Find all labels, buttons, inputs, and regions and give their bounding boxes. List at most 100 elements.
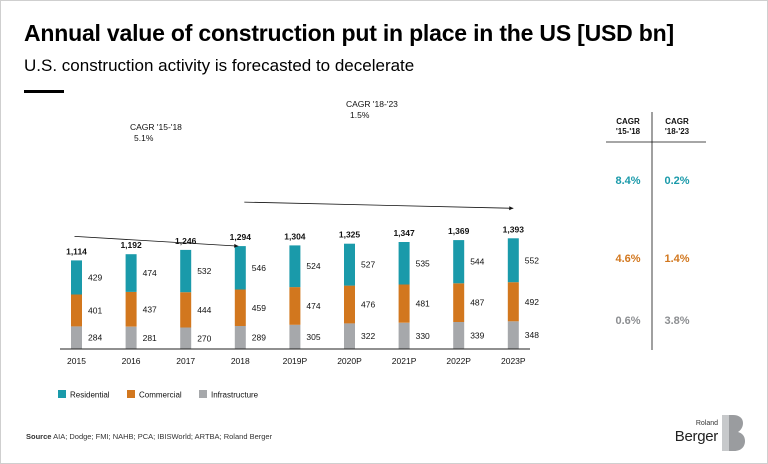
bar-residential-2023P	[507, 238, 519, 283]
bar-infrastructure-2015	[71, 326, 82, 349]
data-label-commercial-2021P: 481	[416, 299, 430, 309]
data-label-residential-2021P: 535	[416, 258, 430, 268]
data-label-commercial-2019P: 474	[306, 301, 320, 311]
bar-residential-2021P	[398, 242, 410, 285]
bar-commercial-2022P	[453, 283, 465, 322]
total-label-2022P: 1,369	[448, 226, 470, 236]
title-underline	[24, 90, 64, 93]
bar-commercial-2019P	[289, 287, 301, 325]
total-label-2015: 1,114	[66, 246, 87, 256]
bar-residential-2017	[180, 249, 192, 293]
x-tick-label-2023P: 2023P	[501, 356, 526, 366]
bar-infrastructure-2017	[180, 327, 192, 349]
data-label-residential-2017: 532	[197, 266, 211, 276]
legend-label-infrastructure: Infrastructure	[211, 391, 259, 400]
bar-infrastructure-2016	[125, 326, 137, 349]
data-label-residential-2023P: 552	[525, 255, 539, 265]
data-label-residential-2020P: 527	[361, 260, 375, 270]
cagr-annotation-label-1: CAGR '15-'18	[130, 122, 182, 132]
data-label-residential-2015: 429	[88, 273, 102, 283]
bar-infrastructure-2022P	[453, 322, 465, 349]
bar-commercial-2017	[180, 292, 192, 328]
cagr-annotation-value-1: 5.1%	[134, 133, 154, 143]
data-label-infrastructure-2020P: 322	[361, 331, 375, 341]
cagr-annotation-label-2: CAGR '18-'23	[346, 99, 398, 109]
x-tick-label-2016: 2016	[122, 356, 141, 366]
cagr-table-residential-18-23: 0.2%	[664, 175, 689, 187]
chart-subtitle: U.S. construction activity is forecasted…	[24, 56, 415, 75]
bar-commercial-2015	[71, 294, 82, 327]
cagr-table-commercial-15-18: 4.6%	[615, 253, 640, 265]
logo-text-roland: Roland	[695, 420, 718, 427]
bar-residential-2019P	[289, 245, 301, 288]
bar-residential-2022P	[453, 240, 465, 284]
bar-infrastructure-2018	[234, 326, 246, 349]
bar-infrastructure-2019P	[289, 324, 301, 349]
data-label-residential-2018: 546	[252, 263, 266, 273]
data-label-infrastructure-2017: 270	[197, 333, 211, 343]
data-label-infrastructure-2022P: 339	[470, 331, 484, 341]
bar-residential-2016	[125, 254, 137, 292]
cagr-table-header-1-line-1: CAGR	[616, 117, 640, 126]
roland-berger-logo: Roland Berger	[668, 414, 748, 452]
total-label-2020P: 1,325	[339, 230, 361, 240]
bar-commercial-2018	[234, 289, 246, 326]
cagr-table-header-2-line-1: CAGR	[665, 117, 689, 126]
legend-swatch-commercial	[127, 390, 135, 398]
bar-infrastructure-2021P	[398, 322, 410, 349]
data-label-residential-2022P: 544	[470, 257, 484, 267]
x-tick-label-2019P: 2019P	[283, 356, 308, 366]
total-label-2018: 1,294	[230, 232, 252, 242]
logo-b-icon	[722, 415, 745, 451]
x-tick-label-2020P: 2020P	[337, 356, 362, 366]
data-label-commercial-2015: 401	[88, 306, 102, 316]
cagr-arrow-line-1	[74, 236, 239, 247]
cagr-table-header-1-line-2: '15-'18	[616, 127, 641, 136]
source-label: Source	[26, 432, 52, 441]
bar-commercial-2020P	[344, 285, 355, 324]
data-label-infrastructure-2023P: 348	[525, 330, 539, 340]
data-label-commercial-2018: 459	[252, 303, 266, 313]
data-label-commercial-2016: 437	[143, 304, 157, 314]
bar-residential-2020P	[344, 243, 355, 286]
data-label-residential-2019P: 524	[306, 261, 320, 271]
cagr-table-commercial-18-23: 1.4%	[664, 253, 689, 265]
x-tick-label-2017: 2017	[176, 356, 195, 366]
total-label-2023P: 1,393	[503, 224, 525, 234]
data-label-infrastructure-2018: 289	[252, 333, 266, 343]
data-label-residential-2016: 474	[143, 268, 157, 278]
bar-commercial-2023P	[507, 282, 519, 322]
cagr-arrow-head-2	[509, 206, 514, 211]
legend-swatch-infrastructure	[199, 390, 207, 398]
total-label-2021P: 1,347	[393, 228, 415, 238]
data-label-infrastructure-2021P: 330	[416, 331, 430, 341]
source-note: Source AIA; Dodge; FMI; NAHB; PCA; IBISW…	[26, 432, 272, 441]
legend-swatch-residential	[58, 390, 66, 398]
total-label-2016: 1,192	[120, 240, 142, 250]
total-label-2019P: 1,304	[284, 231, 306, 241]
x-tick-label-2022P: 2022P	[446, 356, 471, 366]
data-label-commercial-2023P: 492	[525, 297, 539, 307]
x-tick-label-2015: 2015	[67, 356, 86, 366]
bar-commercial-2021P	[398, 284, 410, 323]
logo-text-berger: Berger	[674, 428, 719, 445]
source-text: AIA; Dodge; FMI; NAHB; PCA; IBISWorld; A…	[53, 432, 273, 441]
bar-infrastructure-2023P	[507, 321, 519, 349]
x-tick-label-2021P: 2021P	[392, 356, 417, 366]
cagr-annotation-value-2: 1.5%	[350, 110, 370, 120]
data-label-infrastructure-2016: 281	[143, 333, 157, 343]
bar-infrastructure-2020P	[344, 323, 355, 349]
legend-label-commercial: Commercial	[139, 391, 182, 400]
cagr-arrow-head-1	[234, 243, 239, 248]
data-label-commercial-2017: 444	[197, 305, 211, 315]
bar-residential-2015	[71, 260, 82, 295]
bar-commercial-2016	[125, 291, 137, 327]
cagr-table-residential-15-18: 8.4%	[615, 175, 640, 187]
total-label-2017: 1,246	[175, 236, 197, 246]
cagr-table-infrastructure-15-18: 0.6%	[615, 315, 640, 327]
data-label-infrastructure-2015: 284	[88, 333, 102, 343]
cagr-table-infrastructure-18-23: 3.8%	[664, 315, 689, 327]
data-label-commercial-2020P: 476	[361, 300, 375, 310]
data-label-commercial-2022P: 487	[470, 298, 484, 308]
